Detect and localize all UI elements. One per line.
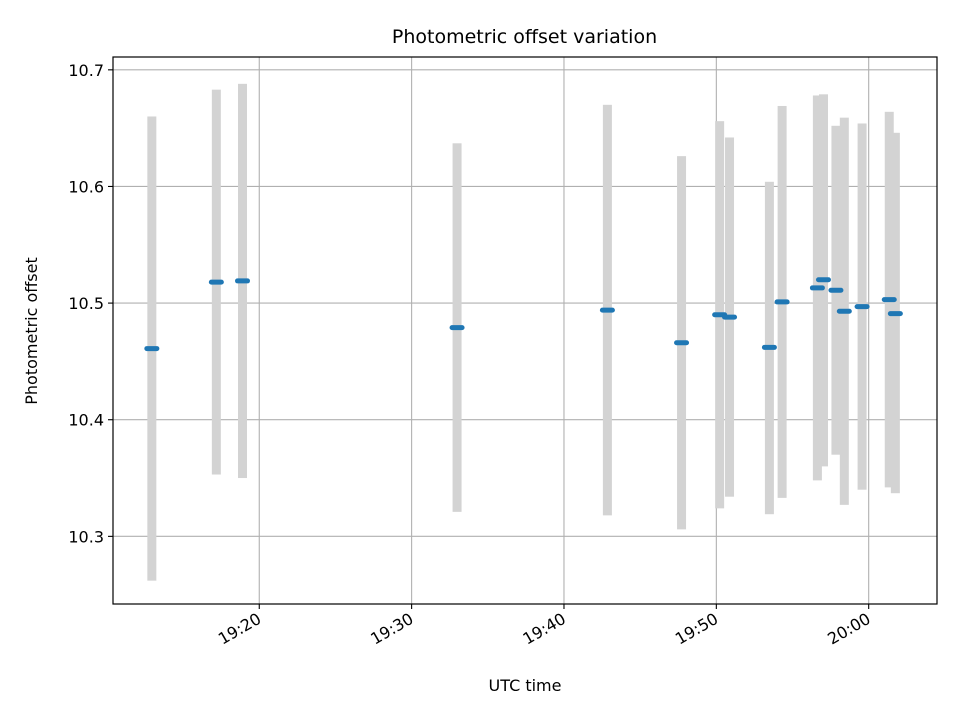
chart-title: Photometric offset variation xyxy=(392,26,657,48)
y-tick-label: 10.7 xyxy=(68,61,104,80)
plot-frame xyxy=(112,56,938,605)
y-axis-label: Photometric offset xyxy=(22,257,41,405)
y-tick-label: 10.4 xyxy=(68,411,104,430)
y-tick-label: 10.3 xyxy=(68,527,104,546)
y-axis-ticks: 10.3 10.4 10.5 10.6 10.7 xyxy=(68,61,113,546)
x-axis-label: UTC time xyxy=(489,676,562,695)
point-layer xyxy=(144,277,903,352)
y-tick-label: 10.6 xyxy=(68,177,104,196)
y-tick-label: 10.5 xyxy=(68,294,104,313)
grid-layer xyxy=(113,57,937,604)
